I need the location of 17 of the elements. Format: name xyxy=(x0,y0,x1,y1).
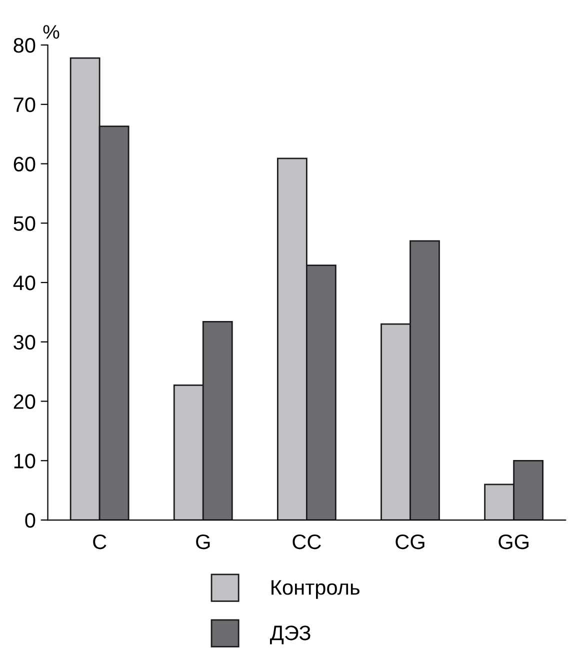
y-tick-label: 60 xyxy=(14,156,36,172)
y-tick-label: 20 xyxy=(14,394,36,410)
y-tick-label: 30 xyxy=(14,334,36,350)
x-tick-label: CC xyxy=(292,534,321,550)
x-tick-label: GG xyxy=(498,534,528,550)
legend-label: ДЭЗ xyxy=(270,626,310,644)
legend-label: Контроль xyxy=(272,580,360,599)
y-tick-label: 80 xyxy=(14,38,36,53)
y-tick-label: 0 xyxy=(25,513,36,528)
y-tick-label: 40 xyxy=(13,276,36,290)
y-tick-label: 70 xyxy=(14,97,36,112)
x-tick-label: G xyxy=(196,534,210,550)
y-tick-label: 50 xyxy=(14,216,36,231)
x-tick-label: C xyxy=(93,534,106,550)
x-tick-label: CG xyxy=(396,534,424,550)
y-tick-label: 10 xyxy=(14,454,36,468)
y-axis-title: % xyxy=(43,25,60,39)
